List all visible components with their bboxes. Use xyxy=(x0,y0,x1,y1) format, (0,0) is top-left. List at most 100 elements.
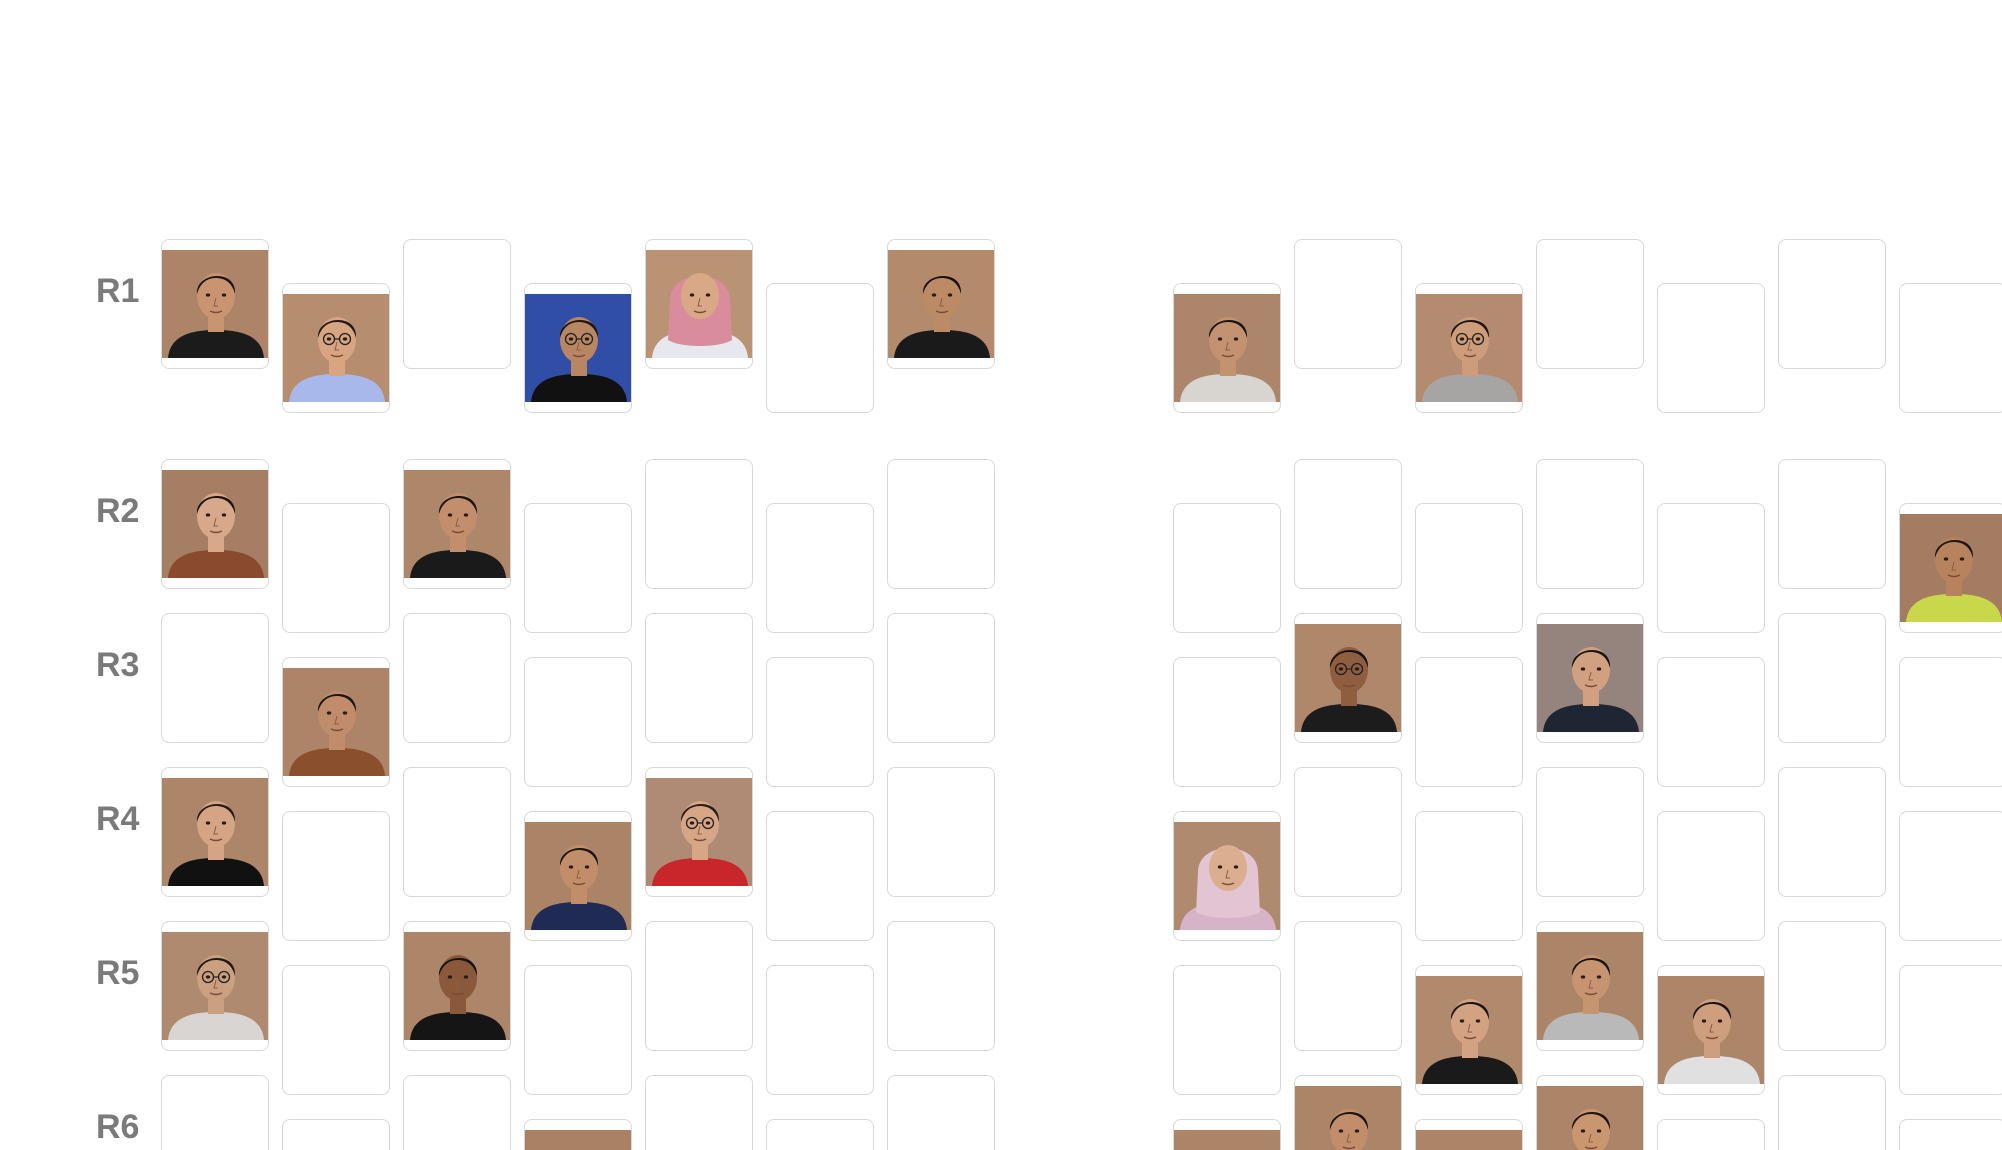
seat-empty[interactable] xyxy=(766,503,874,633)
seat-empty[interactable] xyxy=(1657,1119,1765,1150)
seat-occupied[interactable] xyxy=(1536,921,1644,1051)
portrait-illustration xyxy=(1295,624,1401,732)
seat-occupied[interactable] xyxy=(1899,503,2002,633)
seat-empty[interactable] xyxy=(1778,239,1886,369)
seat-empty[interactable] xyxy=(645,613,753,743)
seat-occupied[interactable] xyxy=(645,239,753,369)
seat-empty[interactable] xyxy=(887,767,995,897)
seat-occupied[interactable] xyxy=(1415,283,1523,413)
seat-empty[interactable] xyxy=(1899,811,2002,941)
seat-occupied[interactable] xyxy=(1415,965,1523,1095)
seat-occupied[interactable] xyxy=(645,767,753,897)
seat-empty[interactable] xyxy=(645,921,753,1051)
seat-empty[interactable] xyxy=(1899,657,2002,787)
seat-empty[interactable] xyxy=(1294,921,1402,1051)
seat-occupied[interactable] xyxy=(282,657,390,787)
seat-empty[interactable] xyxy=(161,613,269,743)
seat-empty[interactable] xyxy=(524,657,632,787)
seat-occupied[interactable] xyxy=(524,811,632,941)
seat-occupied[interactable] xyxy=(1294,1075,1402,1150)
seat-empty[interactable] xyxy=(1294,459,1402,589)
seat-empty[interactable] xyxy=(766,811,874,941)
portrait-illustration xyxy=(162,932,268,1040)
student-photo xyxy=(162,932,268,1040)
seat-empty[interactable] xyxy=(1415,657,1523,787)
seat-occupied[interactable] xyxy=(1294,613,1402,743)
seat-empty[interactable] xyxy=(1657,811,1765,941)
seat-empty[interactable] xyxy=(766,283,874,413)
seat-occupied[interactable] xyxy=(161,921,269,1051)
seat-empty[interactable] xyxy=(1536,459,1644,589)
seat-empty[interactable] xyxy=(524,503,632,633)
student-photo xyxy=(1537,932,1643,1040)
seat-empty[interactable] xyxy=(403,613,511,743)
seat-empty[interactable] xyxy=(403,767,511,897)
seat-occupied[interactable] xyxy=(1536,1075,1644,1150)
seat-empty[interactable] xyxy=(1536,767,1644,897)
student-photo xyxy=(646,250,752,358)
seat-occupied[interactable] xyxy=(1657,965,1765,1095)
seat-empty[interactable] xyxy=(524,965,632,1095)
seat-empty[interactable] xyxy=(1173,503,1281,633)
seat-occupied[interactable] xyxy=(1415,1119,1523,1150)
seat-occupied[interactable] xyxy=(161,767,269,897)
seat-empty[interactable] xyxy=(645,459,753,589)
seat-empty[interactable] xyxy=(1657,503,1765,633)
seat-occupied[interactable] xyxy=(1173,283,1281,413)
student-photo xyxy=(1295,1086,1401,1150)
seat-occupied[interactable] xyxy=(1173,811,1281,941)
seat-empty[interactable] xyxy=(282,965,390,1095)
seat-empty[interactable] xyxy=(766,965,874,1095)
seat-empty[interactable] xyxy=(887,459,995,589)
seat-empty[interactable] xyxy=(282,811,390,941)
seat-empty[interactable] xyxy=(1899,965,2002,1095)
seat-occupied[interactable] xyxy=(1173,1119,1281,1150)
seat-occupied[interactable] xyxy=(403,921,511,1051)
seat-empty[interactable] xyxy=(1657,283,1765,413)
seat-empty[interactable] xyxy=(1536,239,1644,369)
seat-empty[interactable] xyxy=(1415,503,1523,633)
seat-empty[interactable] xyxy=(282,503,390,633)
seat-empty[interactable] xyxy=(1778,1075,1886,1150)
seat-empty[interactable] xyxy=(766,1119,874,1150)
portrait-illustration xyxy=(1537,932,1643,1040)
seat-empty[interactable] xyxy=(282,1119,390,1150)
portrait-illustration xyxy=(888,250,994,358)
seat-empty[interactable] xyxy=(1173,965,1281,1095)
student-photo xyxy=(525,1130,631,1150)
seat-occupied[interactable] xyxy=(524,1119,632,1150)
seat-empty[interactable] xyxy=(1173,657,1281,787)
seat-empty[interactable] xyxy=(887,1075,995,1150)
seat-empty[interactable] xyxy=(161,1075,269,1150)
seat-occupied[interactable] xyxy=(524,283,632,413)
seat-empty[interactable] xyxy=(1899,283,2002,413)
seat-empty[interactable] xyxy=(403,239,511,369)
student-photo xyxy=(404,932,510,1040)
seat-occupied[interactable] xyxy=(161,459,269,589)
seat-occupied[interactable] xyxy=(403,459,511,589)
portrait-illustration xyxy=(1658,976,1764,1084)
seat-empty[interactable] xyxy=(887,921,995,1051)
seat-empty[interactable] xyxy=(403,1075,511,1150)
seat-empty[interactable] xyxy=(1294,239,1402,369)
portrait-illustration xyxy=(646,778,752,886)
student-photo xyxy=(1174,822,1280,930)
seat-empty[interactable] xyxy=(1778,459,1886,589)
seat-empty[interactable] xyxy=(1778,613,1886,743)
seat-occupied[interactable] xyxy=(1536,613,1644,743)
seat-empty[interactable] xyxy=(1778,767,1886,897)
student-photo xyxy=(525,822,631,930)
seat-empty[interactable] xyxy=(766,657,874,787)
seat-occupied[interactable] xyxy=(887,239,995,369)
seat-empty[interactable] xyxy=(1657,657,1765,787)
seat-empty[interactable] xyxy=(645,1075,753,1150)
seat-empty[interactable] xyxy=(1778,921,1886,1051)
portrait-illustration xyxy=(162,778,268,886)
seat-empty[interactable] xyxy=(1899,1119,2002,1150)
seat-empty[interactable] xyxy=(887,613,995,743)
seat-empty[interactable] xyxy=(1415,811,1523,941)
seat-occupied[interactable] xyxy=(161,239,269,369)
seat-occupied[interactable] xyxy=(282,283,390,413)
seat-empty[interactable] xyxy=(1294,767,1402,897)
student-photo xyxy=(1174,1130,1280,1150)
